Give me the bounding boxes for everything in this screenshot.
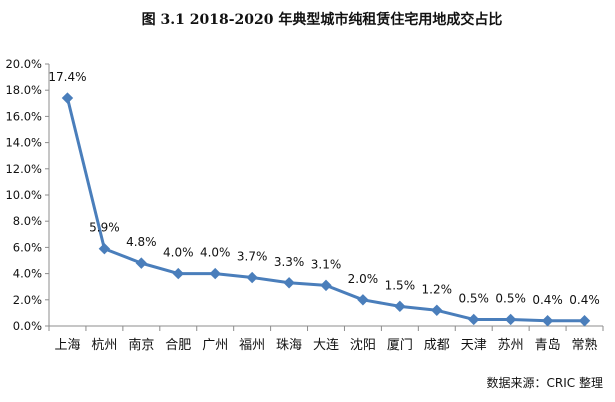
data-point-marker [394,300,406,313]
x-tick-label: 合肥 [165,338,191,353]
x-tick-label: 福州 [239,338,265,353]
x-tick-label: 广州 [202,338,228,353]
x-tick-label: 沈阳 [350,338,376,353]
y-axis-ticks: 0.0% 2.0% 4.0% 6.0% 8.0% 10.0% 12.0% 14.0% 16.0%… [5,57,49,333]
y-tick-label: 0.0% [13,319,42,333]
data-point-marker [172,267,184,280]
data-point-marker [246,271,258,284]
x-tick-label: 南京 [128,337,154,353]
data-point-marker [98,243,111,255]
x-tick-label: 上海 [54,338,80,353]
x-axis-ticks: 上海 杭州 南京 合肥 广州 福州 珠海 大连 沈阳 厦门 成都 天津 苏州 青岛 常熟 [48,326,604,353]
data-label: 4.0% [163,246,194,260]
data-label: 0.5% [458,291,489,305]
data-labels: 17.4% 5.9% 4.8% 4.0% 4.0% 3.7% 3.3% 3.1% 2.0% 1.5… [48,70,599,307]
data-label: 1.5% [385,278,416,292]
y-tick-label: 2.0% [13,293,42,307]
data-point-marker [578,315,591,327]
x-tick-label: 成都 [424,338,450,353]
data-point-marker [320,279,332,292]
y-tick-label: 10.0% [5,188,42,202]
x-tick-label: 厦门 [387,338,413,353]
y-tick-label: 4.0% [13,267,42,281]
data-point-marker [283,277,295,289]
data-point-marker [135,257,148,269]
data-point-marker [468,313,480,326]
data-label: 3.3% [274,255,305,269]
y-tick-label: 18.0% [5,83,42,97]
data-label: 4.8% [126,235,157,249]
y-tick-label: 8.0% [13,214,42,228]
data-point-marker [61,92,74,104]
data-label: 3.1% [311,257,342,271]
y-tick-label: 16.0% [5,109,42,123]
data-point-marker [504,313,517,326]
data-point-marker [541,315,554,327]
data-label: 0.4% [569,293,600,307]
y-tick-label: 20.0% [5,57,42,71]
data-label: 1.2% [422,282,453,296]
data-label: 0.5% [495,291,526,305]
chart-title: 图 3.1 2018-2020 年典型城市纯租赁住宅用地成交占比 [142,11,503,28]
data-label: 2.0% [348,272,379,286]
data-point-marker [431,304,443,316]
y-tick-label: 12.0% [5,162,42,176]
data-point-marker [357,294,369,306]
x-tick-label: 常熟 [572,337,598,353]
series-line-group [61,92,591,327]
x-tick-label: 大连 [313,337,339,353]
data-label: 5.9% [89,221,120,235]
data-label: 17.4% [48,70,86,84]
y-tick-label: 14.0% [5,136,42,150]
data-label: 3.7% [237,250,268,264]
source-note: 数据来源：CRIC 整理 [487,375,603,390]
x-tick-label: 珠海 [276,338,302,353]
x-tick-label: 青岛 [535,337,561,353]
x-tick-label: 天津 [461,338,487,353]
data-point-marker [209,267,221,280]
data-label: 0.4% [532,293,563,307]
data-label: 4.0% [200,246,231,260]
y-tick-label: 6.0% [13,240,42,254]
x-tick-label: 苏州 [498,337,524,353]
x-tick-label: 杭州 [91,338,117,353]
